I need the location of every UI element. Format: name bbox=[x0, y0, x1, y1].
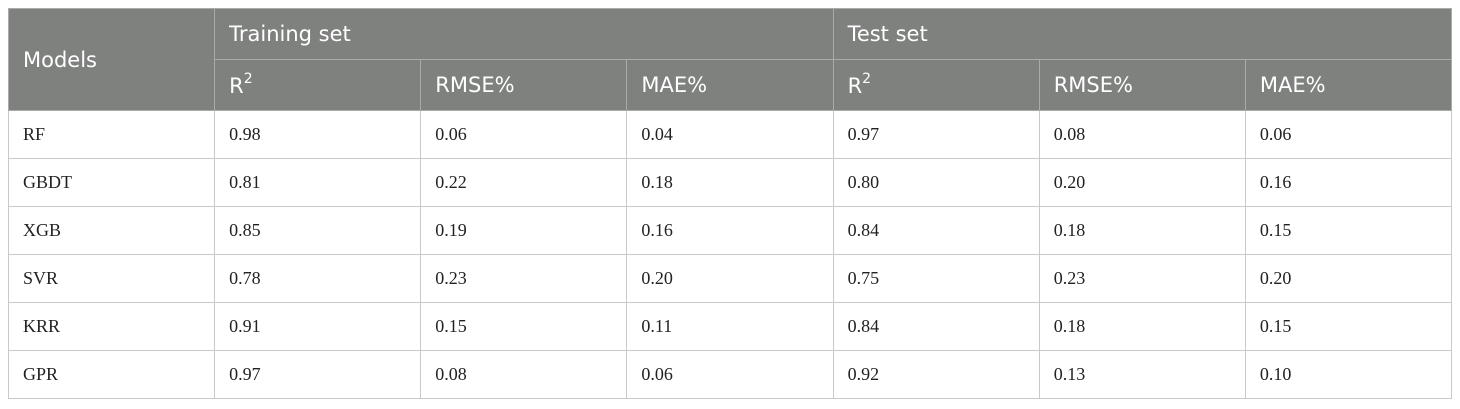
table-row: SVR 0.78 0.23 0.20 0.75 0.23 0.20 bbox=[7, 254, 1453, 303]
column-header-text: MAE% bbox=[1259, 73, 1326, 97]
column-header-text: R bbox=[847, 73, 863, 98]
column-header-superscript: 2 bbox=[862, 70, 872, 87]
metric-value: 0.20 bbox=[1038, 158, 1246, 207]
table-container: Models Training set Test set R2 RMSE% MAE% R… bbox=[7, 8, 1453, 399]
column-header-superscript: 2 bbox=[243, 70, 253, 87]
model-name: SVR bbox=[7, 254, 216, 303]
column-header-text: RMSE% bbox=[1053, 73, 1133, 97]
metric-value: 0.16 bbox=[1244, 158, 1453, 207]
metric-value: 0.22 bbox=[420, 158, 628, 207]
metric-value: 0.06 bbox=[1244, 110, 1453, 159]
metric-value: 0.11 bbox=[626, 302, 834, 351]
metric-value: 0.13 bbox=[1038, 350, 1246, 399]
metric-value: 0.08 bbox=[1038, 110, 1246, 159]
metric-value: 0.18 bbox=[1038, 206, 1246, 255]
header-row: Models Training set Test set bbox=[7, 8, 1453, 111]
metric-value: 0.97 bbox=[832, 110, 1040, 159]
metric-value: 0.06 bbox=[626, 350, 834, 399]
metric-value: 0.15 bbox=[420, 302, 628, 351]
model-name: XGB bbox=[7, 206, 216, 255]
table-row: RF 0.98 0.06 0.04 0.97 0.08 0.06 bbox=[7, 110, 1453, 159]
metric-value: 0.84 bbox=[832, 206, 1040, 255]
metric-value: 0.18 bbox=[1038, 302, 1246, 351]
metric-value: 0.97 bbox=[214, 350, 422, 399]
metric-value: 0.80 bbox=[832, 158, 1040, 207]
table-row: KRR 0.91 0.15 0.11 0.84 0.18 0.15 bbox=[7, 302, 1453, 351]
metric-value: 0.10 bbox=[1244, 350, 1453, 399]
model-name: KRR bbox=[7, 302, 216, 351]
metric-value: 0.92 bbox=[832, 350, 1040, 399]
column-header-text: R bbox=[229, 73, 244, 98]
group-header: Training set bbox=[214, 8, 834, 60]
metric-value: 0.85 bbox=[214, 206, 422, 255]
metric-value: 0.23 bbox=[1038, 254, 1246, 303]
table-body: RF 0.98 0.06 0.04 0.97 0.08 0.06 GBDT 0.81 0.22 0.… bbox=[7, 110, 1453, 399]
column-header: MAE% bbox=[1244, 59, 1453, 111]
metric-value: 0.81 bbox=[214, 158, 422, 207]
header-row: R2 RMSE% MAE% R2 RMSE% MAE% bbox=[9, 59, 1453, 111]
metric-value: 0.16 bbox=[626, 206, 834, 255]
metric-value: 0.20 bbox=[1244, 254, 1453, 303]
metric-value: 0.06 bbox=[420, 110, 628, 159]
metric-value: 0.18 bbox=[626, 158, 834, 207]
models-header: Models bbox=[7, 8, 216, 111]
metric-value: 0.84 bbox=[832, 302, 1040, 351]
column-header: RMSE% bbox=[420, 59, 628, 111]
metric-value: 0.08 bbox=[420, 350, 628, 399]
column-header: R2 bbox=[832, 59, 1040, 111]
metric-value: 0.20 bbox=[626, 254, 834, 303]
metric-value: 0.04 bbox=[626, 110, 834, 159]
model-name: RF bbox=[7, 110, 216, 159]
model-name: GBDT bbox=[7, 158, 216, 207]
metric-value: 0.19 bbox=[420, 206, 628, 255]
column-header: R2 bbox=[214, 59, 422, 111]
column-header-text: MAE% bbox=[641, 73, 708, 97]
metric-value: 0.15 bbox=[1244, 206, 1453, 255]
metric-value: 0.23 bbox=[420, 254, 628, 303]
column-header: MAE% bbox=[626, 59, 834, 111]
metric-value: 0.75 bbox=[832, 254, 1040, 303]
column-header-text: RMSE% bbox=[435, 73, 515, 97]
table-row: XGB 0.85 0.19 0.16 0.84 0.18 0.15 bbox=[7, 206, 1453, 255]
column-header: RMSE% bbox=[1038, 59, 1246, 111]
model-name: GPR bbox=[7, 350, 216, 399]
metric-value: 0.98 bbox=[214, 110, 422, 159]
metric-value: 0.15 bbox=[1244, 302, 1453, 351]
results-table: Models Training set Test set R2 RMSE% MAE% R… bbox=[7, 8, 1453, 399]
table-row: GPR 0.97 0.08 0.06 0.92 0.13 0.10 bbox=[7, 350, 1453, 399]
table-row: GBDT 0.81 0.22 0.18 0.80 0.20 0.16 bbox=[7, 158, 1453, 207]
metric-value: 0.91 bbox=[214, 302, 422, 351]
group-header: Test set bbox=[832, 8, 1453, 60]
metric-value: 0.78 bbox=[214, 254, 422, 303]
